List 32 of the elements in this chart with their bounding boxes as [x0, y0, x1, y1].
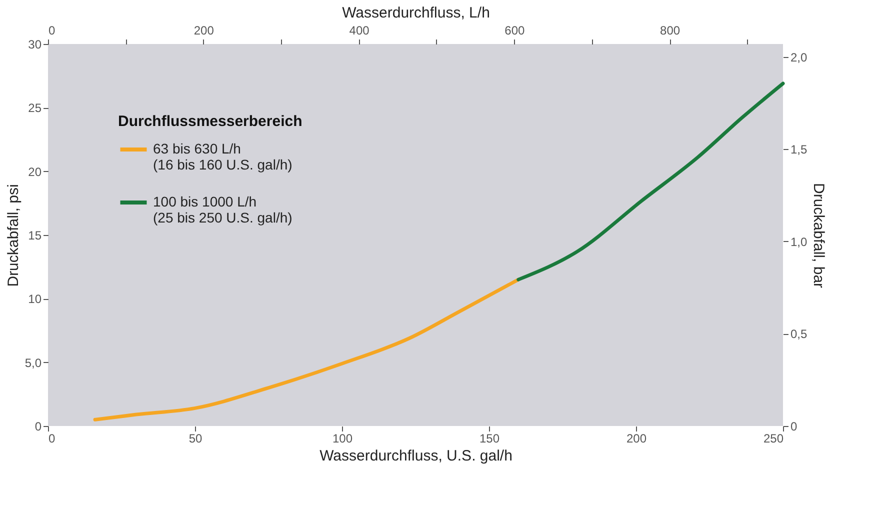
x2-tick-label: 600 — [504, 24, 526, 38]
x-tick-label: 250 — [763, 432, 784, 446]
y2-tick-label: 0,5 — [790, 327, 808, 342]
x2-axis-title: Wasserdurchfluss, L/h — [342, 4, 490, 22]
x2-tick-label: 400 — [349, 24, 370, 38]
x2-tick-label: 800 — [660, 24, 680, 38]
y2-tick-label: 0 — [790, 420, 798, 434]
legend-label: 63 bis 630 L/h (16 bis 160 U.S. gal/h) — [153, 140, 292, 172]
legend-title: Durchflussmesserbereich — [118, 113, 302, 130]
y2-tick-label: 1,5 — [790, 142, 808, 157]
legend-label: 100 bis 1000 L/h (25 bis 250 U.S. gal/h) — [153, 194, 292, 226]
y2-tick-label: 2,0 — [790, 50, 808, 64]
x-tick-label: 150 — [479, 432, 500, 446]
y-tick-label: 20 — [28, 164, 42, 179]
y-tick-label: 15 — [28, 228, 42, 242]
y-axis-title: Druckabfall, psi — [4, 184, 22, 287]
y-tick-label: 10 — [28, 292, 42, 306]
x-tick-label: 200 — [626, 432, 647, 446]
y2-axis-title: Druckabfall, bar — [810, 182, 828, 288]
x-tick-label: 50 — [188, 432, 202, 446]
y-tick-label: 0 — [34, 420, 42, 434]
x2-tick-label: 200 — [194, 24, 214, 38]
y-tick-label: 5,0 — [24, 356, 42, 370]
x-axis-title: Wasserdurchfluss, U.S. gal/h — [320, 448, 512, 464]
line-series — [516, 82, 785, 282]
line-series — [93, 278, 520, 422]
x-tick-label: 0 — [48, 432, 56, 446]
y-tick-label: 25 — [28, 101, 42, 116]
x2-tick-label: 0 — [48, 24, 56, 38]
y2-tick-label: 1,0 — [790, 234, 808, 249]
y-tick-label: 30 — [28, 38, 42, 52]
x-tick-label: 100 — [332, 432, 353, 446]
